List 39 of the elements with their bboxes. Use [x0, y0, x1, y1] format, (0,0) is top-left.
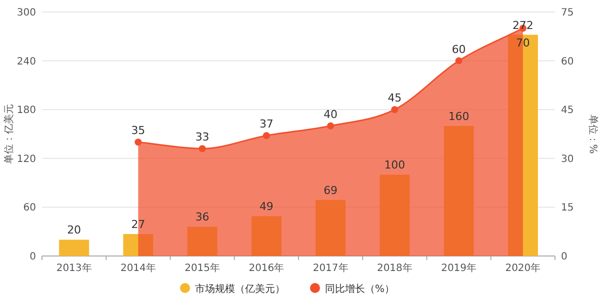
data-label: 60	[452, 42, 466, 56]
x-tick-label: 2017年	[312, 262, 348, 274]
data-label: 69	[324, 184, 338, 197]
data-label: 20	[67, 224, 82, 237]
y-tick-label: 0	[30, 252, 36, 262]
y2-tick-label: 45	[561, 105, 574, 116]
data-label: 160	[448, 110, 470, 123]
data-label: 35	[131, 124, 146, 138]
y2-tick-label: 15	[561, 202, 574, 214]
data-label: 100	[384, 158, 406, 172]
y-tick-label: 120	[16, 154, 36, 165]
data-label: 49	[259, 200, 274, 214]
data-label: 33	[195, 130, 210, 144]
legend-label: 同比增长（%）	[325, 283, 395, 295]
y2-tick-label: 0	[561, 252, 568, 262]
y2-tick-label: 30	[561, 154, 574, 165]
x-tick-label: 2020年	[505, 262, 541, 274]
y2-tick-label: 75	[561, 8, 574, 18]
y-tick-label: 240	[16, 56, 36, 68]
y2-axis-title: 单位：%	[587, 114, 599, 154]
x-tick-label: 2016年	[248, 262, 284, 274]
y2-tick-label: 60	[561, 56, 574, 68]
y-tick-label: 180	[16, 105, 36, 116]
data-label: 27	[131, 218, 146, 232]
x-tick-label: 2013年	[56, 262, 92, 274]
data-label: 45	[388, 92, 402, 105]
data-label: 70	[516, 36, 530, 50]
x-tick-label: 2018年	[376, 262, 412, 274]
data-label: 40	[324, 108, 338, 121]
data-label: 272	[512, 18, 534, 32]
x-tick-label: 2015年	[184, 262, 220, 274]
x-tick-label: 2019年	[441, 262, 477, 274]
legend-label: 市场规模（亿美元）	[195, 283, 285, 295]
y-tick-label: 300	[16, 8, 36, 18]
data-label: 36	[195, 210, 210, 224]
data-label: 37	[259, 118, 274, 131]
x-tick-label: 2014年	[120, 262, 156, 274]
y-tick-label: 60	[23, 202, 36, 214]
y-axis-title: 单位：亿美元	[3, 104, 15, 164]
